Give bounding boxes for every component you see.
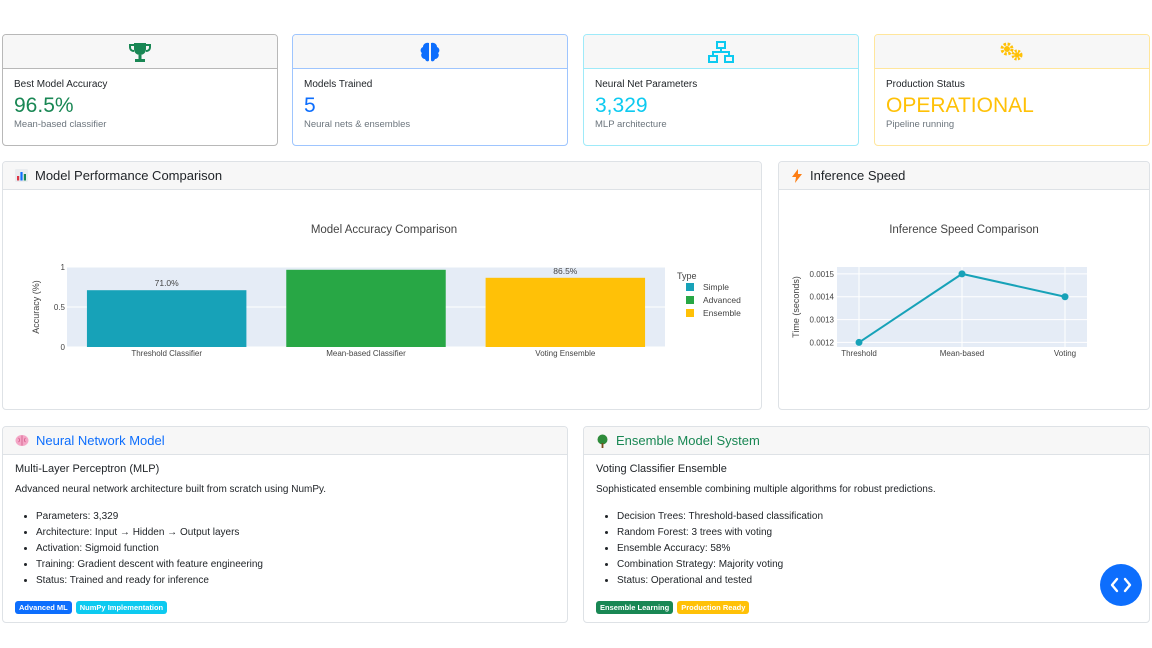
kpi-card-models-trained: Models Trained 5 Neural nets & ensembles [292, 34, 568, 146]
data-label: 71.0% [155, 278, 180, 288]
kpi-card-parameters: Neural Net Parameters 3,329 MLP architec… [583, 34, 859, 146]
kpi-subtext: Pipeline running [886, 119, 955, 130]
model-subtitle: Multi-Layer Perceptron (MLP) [15, 463, 160, 475]
kpi-label: Neural Net Parameters [595, 79, 698, 90]
x-tick-label: Voting [1054, 349, 1076, 358]
gears-icon [1000, 42, 1023, 60]
kpi-label: Models Trained [304, 79, 373, 90]
legend-swatch [686, 296, 694, 304]
performance-panel: Model Performance Comparison Model Accur… [2, 161, 762, 410]
data-label: 86.5% [553, 266, 578, 276]
chart-title: Inference Speed Comparison [889, 224, 1039, 236]
data-point [855, 338, 863, 346]
legend-item: Ensemble [703, 308, 741, 318]
badge-production-ready: Production Ready [677, 601, 750, 614]
kpi-subtext: Neural nets & ensembles [304, 119, 411, 130]
brain-icon [420, 42, 440, 61]
y-tick-label: 1 [61, 263, 66, 272]
x-tick-label: Threshold [841, 349, 877, 358]
x-tick-label: Mean-based Classifier [326, 349, 406, 358]
bar [286, 269, 446, 347]
legend-item: Simple [703, 282, 729, 292]
code-icon [1110, 577, 1132, 593]
kpi-value: 3,329 [595, 94, 648, 117]
list-item: Status: Trained and ready for inference [36, 573, 567, 589]
code-toggle-button[interactable] [1100, 564, 1142, 606]
data-point [1061, 293, 1069, 301]
list-item: Random Forest: 3 trees with voting [617, 525, 1149, 541]
badge-group: Ensemble Learning Production Ready [596, 601, 1149, 614]
bar [485, 277, 646, 347]
panel-header: Ensemble Model System [584, 427, 1149, 455]
panel-title: Neural Network Model [36, 433, 165, 448]
list-item: Activation: Sigmoid function [36, 541, 567, 557]
chart-title: Model Accuracy Comparison [311, 224, 457, 236]
badge-group: Advanced ML NumPy Implementation [15, 601, 567, 614]
accuracy-bar-chart: Model Accuracy Comparison 0 0.5 1 Threshol… [31, 224, 741, 358]
panel-header: Neural Network Model [3, 427, 567, 455]
network-icon [708, 40, 734, 63]
legend-title: Type [677, 271, 697, 281]
legend-item: Advanced [703, 295, 741, 305]
kpi-value: OPERATIONAL [886, 94, 1034, 117]
lightning-icon [791, 168, 803, 183]
speed-panel: Inference Speed Inference Speed Comparis… [778, 161, 1150, 410]
x-tick-label: Mean-based [940, 349, 984, 358]
kpi-subtext: Mean-based classifier [14, 119, 107, 130]
panel-header: Model Performance Comparison [3, 162, 761, 190]
kpi-label: Best Model Accuracy [14, 79, 108, 90]
badge-ensemble-learning: Ensemble Learning [596, 601, 674, 614]
badge-numpy: NumPy Implementation [75, 601, 168, 614]
model-description: Advanced neural network architecture bui… [15, 484, 327, 495]
kpi-label: Production Status [886, 79, 965, 90]
brain-emoji-icon [15, 434, 29, 447]
bar [86, 290, 247, 347]
y-tick-label: 0.0015 [810, 270, 835, 279]
kpi-card-production-status: Production Status OPERATIONAL Pipeline r… [874, 34, 1150, 146]
panel-title: Inference Speed [810, 168, 906, 183]
neural-network-panel: Neural Network Model Multi-Layer Percept… [2, 426, 568, 623]
tree-icon [596, 434, 609, 448]
panel-title: Ensemble Model System [616, 433, 760, 448]
legend-swatch [686, 309, 694, 317]
trophy-icon [129, 42, 151, 62]
panel-title: Model Performance Comparison [35, 168, 223, 183]
kpi-card-best-accuracy: Best Model Accuracy 96.5% Mean-based cla… [2, 34, 278, 146]
model-details-list: Parameters: 3,329 Architecture: Input → … [36, 509, 567, 589]
y-tick-label: 0.0014 [810, 293, 835, 302]
kpi-value: 5 [304, 94, 316, 117]
list-item: Parameters: 3,329 [36, 509, 567, 525]
y-axis-title: Time (seconds) [791, 276, 801, 338]
bar-chart-icon [15, 169, 28, 182]
model-details-list: Decision Trees: Threshold-based classifi… [617, 509, 1149, 589]
y-tick-label: 0.0013 [810, 316, 835, 325]
badge-advanced-ml: Advanced ML [15, 601, 72, 614]
list-item: Decision Trees: Threshold-based classifi… [617, 509, 1149, 525]
kpi-value: 96.5% [14, 94, 74, 117]
panel-header: Inference Speed [779, 162, 1149, 190]
y-tick-label: 0 [61, 343, 66, 352]
list-item: Status: Operational and tested [617, 573, 1149, 589]
data-point [958, 270, 966, 278]
list-item: Training: Gradient descent with feature … [36, 557, 567, 573]
x-tick-label: Voting Ensemble [535, 349, 596, 358]
legend-swatch [686, 283, 694, 291]
ensemble-panel: Ensemble Model System Voting Classifier … [583, 426, 1150, 623]
list-item: Combination Strategy: Majority voting [617, 557, 1149, 573]
y-axis-title: Accuracy (%) [31, 280, 41, 334]
kpi-subtext: MLP architecture [595, 119, 667, 130]
model-description: Sophisticated ensemble combining multipl… [596, 484, 936, 495]
model-subtitle: Voting Classifier Ensemble [596, 463, 727, 475]
list-item: Architecture: Input → Hidden → Output la… [36, 525, 567, 541]
list-item: Ensemble Accuracy: 58% [617, 541, 1149, 557]
inference-line-chart: Inference Speed Comparison 0.0012 0.0013 0… [791, 224, 1087, 358]
y-tick-label: 0.5 [54, 303, 66, 312]
y-tick-label: 0.0012 [810, 338, 835, 347]
x-tick-label: Threshold Classifier [131, 349, 202, 358]
